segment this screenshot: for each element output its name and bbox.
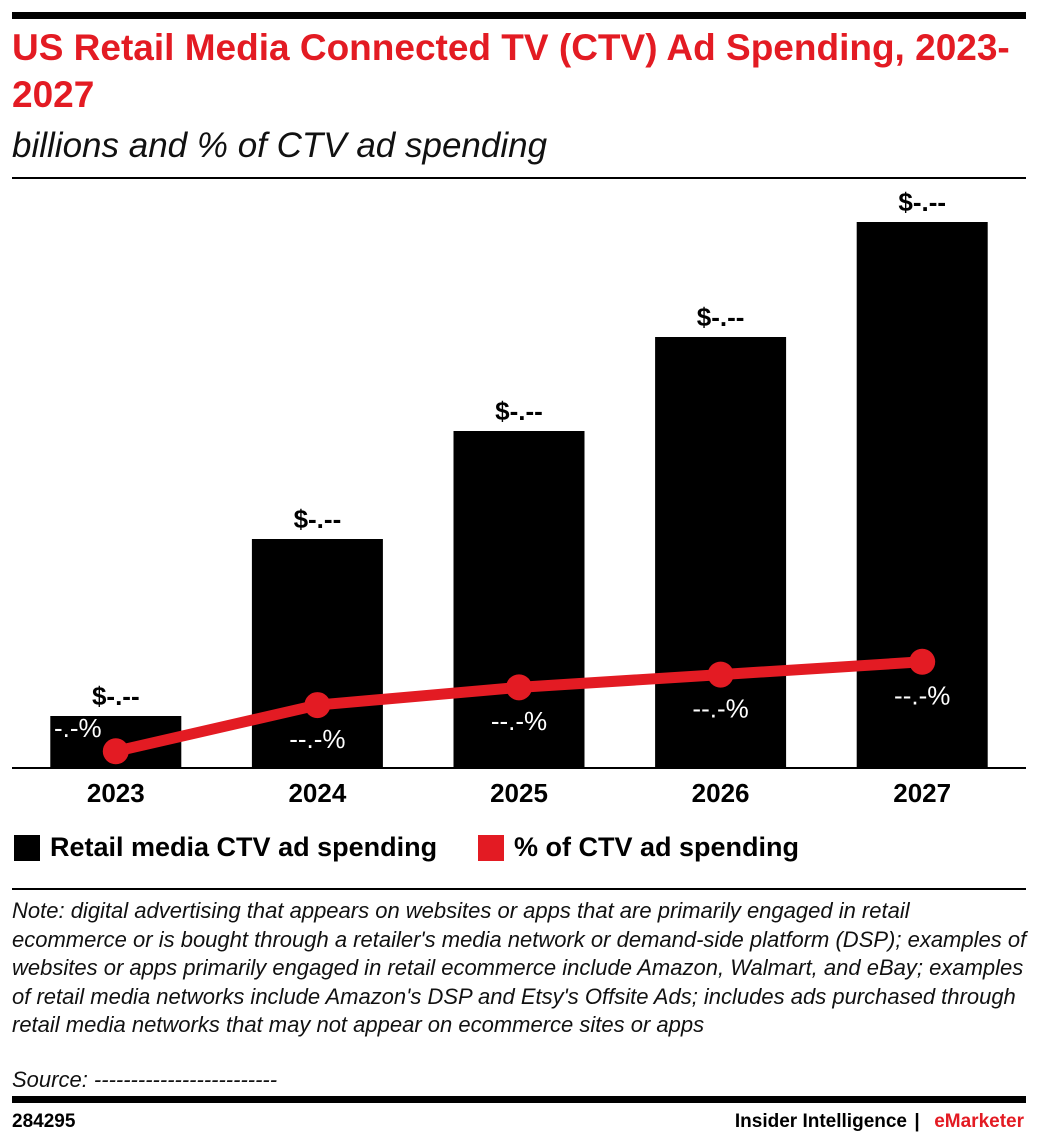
data-label: $-.--: [898, 187, 946, 217]
data-label: --.-%: [692, 693, 748, 723]
x-tick-label: 2026: [692, 778, 750, 808]
separator: |: [914, 1111, 919, 1132]
x-tick-label: 2024: [288, 778, 346, 808]
data-label: $-.--: [92, 681, 140, 711]
x-tick-label: 2025: [490, 778, 548, 808]
publisher: Insider Intelligence: [735, 1111, 907, 1132]
bar: [453, 431, 585, 768]
chart-subtitle: billions and % of CTV ad spending: [12, 126, 548, 165]
legend-label: % of CTV ad spending: [514, 832, 799, 862]
bar: [251, 539, 383, 768]
note: Note: digital advertising that appears o…: [12, 898, 1027, 1037]
x-tick-label: 2023: [87, 778, 145, 808]
point: [707, 661, 734, 688]
top-rule: [12, 12, 1026, 19]
x-tick-label: 2027: [893, 778, 951, 808]
chart-id: 284295: [12, 1111, 76, 1132]
legend-swatch: [478, 835, 504, 861]
legend-swatch: [14, 835, 40, 861]
point: [506, 674, 532, 701]
bar: [856, 222, 988, 768]
data-label: $-.--: [294, 504, 342, 534]
point: [304, 692, 331, 719]
data-label: $-.--: [697, 302, 745, 332]
note-rule: [12, 888, 1026, 890]
data-label: --.-%: [894, 681, 950, 711]
chart-title: US Retail Media Connected TV (CTV) Ad Sp…: [12, 27, 1010, 115]
data-label: $-.--: [495, 396, 543, 426]
brand: eMarketer: [934, 1111, 1024, 1132]
point: [102, 738, 129, 765]
bottom-rule: [12, 1096, 1026, 1103]
data-label: --.-%: [289, 724, 345, 754]
data-label: -.-%: [54, 713, 102, 743]
header-rule: [12, 177, 1026, 179]
bar: [655, 337, 787, 768]
point: [909, 648, 936, 675]
data-label: --.-%: [491, 706, 547, 736]
source: Source: -------------------------: [12, 1067, 278, 1092]
legend-label: Retail media CTV ad spending: [50, 832, 437, 862]
